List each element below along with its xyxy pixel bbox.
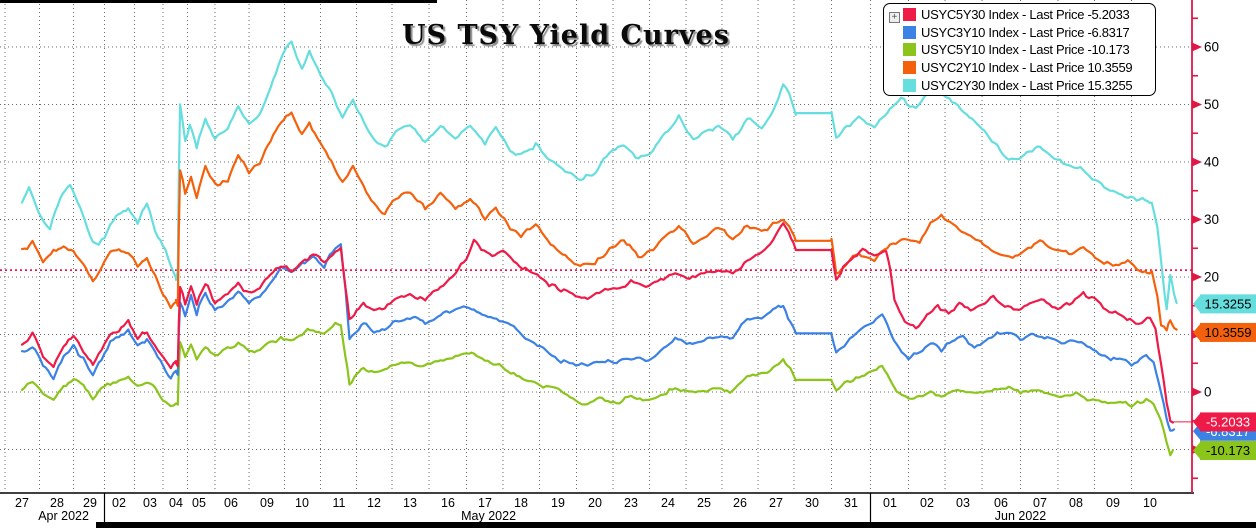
- legend-item-usyc5y10[interactable]: USYC5Y10 Index - Last Price -10.173: [903, 41, 1155, 59]
- price-flag--10.173: -10.173: [1193, 440, 1256, 460]
- svg-text:10.3559: 10.3559: [1205, 325, 1252, 340]
- legend-item-usyc5y30[interactable]: USYC5Y30 Index - Last Price -5.2033: [903, 6, 1155, 24]
- y-axis-tick-arrow: [1192, 42, 1202, 52]
- y-axis-tick-arrow: [1192, 215, 1202, 224]
- x-axis-label: 24: [661, 496, 675, 510]
- legend-swatch-usyc5y30: [903, 8, 916, 22]
- legend-label: USYC2Y30 Index - Last Price 15.3255: [921, 77, 1133, 93]
- legend-swatch-usyc5y10: [903, 43, 916, 57]
- svg-text:15.3255: 15.3255: [1205, 296, 1252, 311]
- x-axis-label: 19: [551, 496, 565, 510]
- y-axis-label: 60: [1204, 40, 1219, 55]
- legend-swatch-usyc2y10: [903, 61, 916, 75]
- price-flag-10.3559: 10.3559: [1193, 322, 1256, 342]
- x-axis-label: 11: [333, 496, 346, 510]
- x-axis-label: 09: [260, 496, 274, 510]
- x-axis-label: 23: [624, 496, 638, 510]
- x-axis-label: 08: [1069, 496, 1083, 510]
- x-axis-label: 03: [956, 496, 970, 510]
- legend-swatch-usyc3y10: [903, 25, 916, 39]
- x-axis-label: 28: [50, 496, 64, 510]
- x-axis-label: 02: [920, 496, 934, 510]
- x-axis-label: 20: [588, 496, 602, 510]
- legend-label: USYC3Y10 Index - Last Price -6.8317: [921, 24, 1130, 40]
- legend: + USYC5Y30 Index - Last Price -5.2033 US…: [883, 3, 1156, 96]
- y-axis-label: 40: [1204, 155, 1219, 170]
- x-axis-label: 17: [478, 496, 492, 510]
- x-axis-label: 26: [733, 496, 747, 510]
- x-axis-label: 30: [805, 496, 819, 510]
- legend-item-usyc2y30[interactable]: USYC2Y30 Index - Last Price 15.3255: [903, 76, 1155, 94]
- gridlines: [0, 0, 1192, 492]
- x-axis-label: 12: [367, 496, 381, 510]
- y-axis-label: 0: [1204, 385, 1212, 400]
- svg-text:-10.173: -10.173: [1206, 443, 1250, 458]
- top-edge-artifact: [0, 0, 437, 3]
- series-lines: [20, 40, 1178, 457]
- legend-item-usyc2y10[interactable]: USYC2Y10 Index - Last Price 10.3559: [903, 59, 1155, 77]
- x-axis-label: 05: [192, 496, 206, 510]
- x-axis-label: 10: [1143, 496, 1157, 510]
- svg-text:-5.2033: -5.2033: [1206, 414, 1250, 429]
- month-label: Apr 2022: [38, 509, 89, 523]
- y-axis-label: 50: [1204, 97, 1219, 112]
- series-line-USYC2Y30: [20, 40, 1178, 311]
- legend-label: USYC2Y10 Index - Last Price 10.3559: [921, 60, 1133, 76]
- price-flag-15.3255: 15.3255: [1193, 294, 1256, 314]
- chart-title: US TSY Yield Curves: [402, 20, 730, 51]
- series-line-USYC3Y10: [20, 243, 1176, 432]
- series-line-USYC5Y30: [20, 222, 1175, 424]
- bottom-edge-artifact: [96, 522, 1256, 528]
- y-axis-tick-arrow: [1192, 387, 1202, 397]
- y-axis-tick-arrow: [1192, 157, 1202, 167]
- x-axis-label: 18: [514, 496, 528, 510]
- legend-swatch-usyc2y30: [903, 78, 916, 92]
- x-axis-label: 04: [169, 496, 183, 510]
- series-line-USYC5Y10: [20, 321, 1175, 457]
- legend-item-usyc3y10[interactable]: USYC3Y10 Index - Last Price -6.8317: [903, 24, 1155, 42]
- x-axis-label: 02: [112, 496, 126, 510]
- month-label: May 2022: [461, 509, 516, 523]
- x-axis-label: 09: [1106, 496, 1120, 510]
- x-axis-label: 01: [883, 496, 897, 510]
- month-label: Jun 2022: [995, 509, 1046, 523]
- price-flag--5.2033: -5.2033: [1193, 412, 1256, 432]
- y-axis-tick-arrow: [1192, 100, 1202, 109]
- x-axis-label: 29: [83, 496, 97, 510]
- legend-label: USYC5Y10 Index - Last Price -10.173: [921, 42, 1130, 58]
- series-line-USYC2Y10: [20, 111, 1178, 332]
- legend-expand-icon[interactable]: +: [889, 12, 900, 23]
- x-axis-label: 31: [844, 496, 858, 510]
- x-axis-label: 03: [143, 496, 157, 510]
- x-axis-label: 10: [295, 496, 309, 510]
- y-axis-label: 30: [1204, 212, 1219, 227]
- x-axis-label: 16: [441, 496, 455, 510]
- x-axis-label: 25: [697, 496, 711, 510]
- y-axis-tick-arrow: [1192, 272, 1202, 282]
- x-axis-label: 27: [15, 496, 29, 510]
- x-axis-label: 06: [994, 496, 1008, 510]
- legend-label: USYC5Y30 Index - Last Price -5.2033: [921, 7, 1130, 23]
- x-axis-label: 07: [1033, 496, 1047, 510]
- x-axis-label: 13: [403, 496, 417, 510]
- y-axis-label: 20: [1204, 270, 1219, 285]
- x-axis-label: 27: [769, 496, 783, 510]
- x-axis-label: 06: [224, 496, 238, 510]
